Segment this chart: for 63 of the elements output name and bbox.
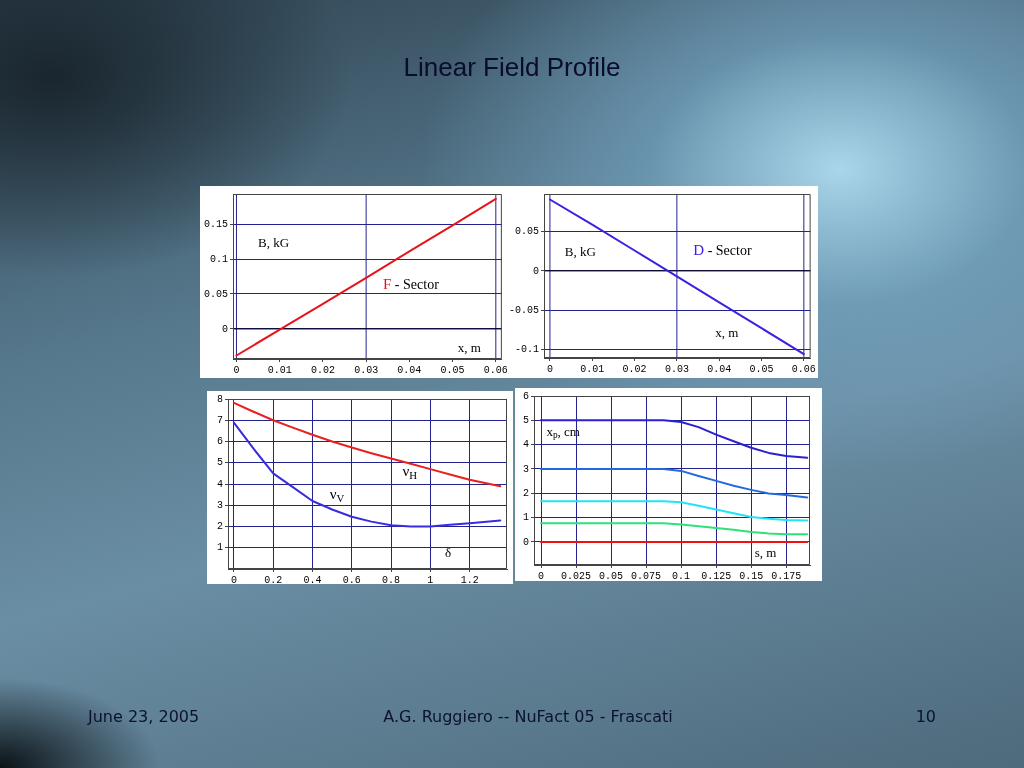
x-tick-label: 0.8 bbox=[382, 574, 401, 586]
x-tick-label: 0.15 bbox=[739, 570, 764, 582]
x-tick-label: 0.075 bbox=[631, 570, 662, 582]
annotation: D - Sector bbox=[693, 241, 752, 258]
x-tick-label: 0.04 bbox=[707, 363, 732, 375]
x-tick-label: 0.02 bbox=[622, 363, 647, 375]
y-axis-title: B, kG bbox=[258, 234, 290, 250]
y-tick-label: 8 bbox=[216, 393, 223, 405]
text: 10 bbox=[915, 707, 936, 726]
x-tick-label: 0.175 bbox=[771, 570, 802, 582]
annotation: F - Sector bbox=[383, 276, 440, 293]
y-tick-label: 0.05 bbox=[203, 288, 228, 300]
x-tick-label: 0.025 bbox=[561, 570, 592, 582]
y-tick-label: 0 bbox=[522, 536, 529, 548]
x-tick-label: 0.6 bbox=[342, 574, 361, 586]
x-tick-label: 0.03 bbox=[664, 363, 689, 375]
x-tick-label: 0.4 bbox=[303, 574, 322, 586]
y-tick-label: -0.05 bbox=[508, 304, 539, 316]
x-tick-label: 0.01 bbox=[580, 363, 605, 375]
x-tick-label: 0.125 bbox=[701, 570, 732, 582]
x-tick-label: 0.06 bbox=[483, 364, 508, 376]
y-tick-label: 4 bbox=[522, 439, 529, 451]
y-tick-label: 3 bbox=[522, 463, 529, 475]
y-tick-label: 5 bbox=[522, 414, 529, 426]
x-tick-label: 0.04 bbox=[397, 364, 422, 376]
x-tick-label: 0.06 bbox=[791, 363, 816, 375]
y-tick-label: 5 bbox=[216, 457, 223, 469]
y-axis-title: B, kG bbox=[564, 244, 596, 260]
x-axis-title: δ bbox=[445, 544, 452, 560]
x-tick-label: 0.1 bbox=[672, 570, 691, 582]
x-axis-title: x, m bbox=[457, 339, 481, 355]
y-tick-label: 6 bbox=[216, 436, 223, 448]
y-tick-label: 0 bbox=[532, 265, 539, 277]
y-tick-label: 2 bbox=[522, 487, 529, 499]
y-tick-label: 6 bbox=[522, 390, 529, 402]
x-tick-label: 1.2 bbox=[460, 574, 479, 586]
x-tick-label: 0.05 bbox=[749, 363, 774, 375]
text: A.G. Ruggiero -- NuFact 05 - Frascati bbox=[383, 707, 673, 726]
x-tick-label: 0.01 bbox=[267, 364, 292, 376]
x-tick-label: 0.05 bbox=[599, 570, 624, 582]
y-tick-label: 3 bbox=[216, 499, 223, 511]
x-tick-label: 0.02 bbox=[310, 364, 335, 376]
y-tick-label: 4 bbox=[216, 478, 223, 490]
x-tick-label: 1 bbox=[427, 574, 434, 586]
y-tick-label: 0.15 bbox=[203, 218, 228, 230]
y-tick-label: 0 bbox=[221, 323, 228, 335]
x-tick-label: 0.05 bbox=[440, 364, 465, 376]
text: June 23, 2005 bbox=[88, 707, 200, 726]
x-tick-label: 0 bbox=[233, 364, 240, 376]
y-tick-label: 0.1 bbox=[209, 253, 228, 265]
y-tick-label: 1 bbox=[522, 512, 529, 524]
x-tick-label: 0 bbox=[230, 574, 237, 586]
y-tick-label: 7 bbox=[216, 414, 223, 426]
y-tick-label: 2 bbox=[216, 521, 223, 533]
y-tick-label: 0.05 bbox=[514, 226, 539, 238]
y-tick-label: -0.1 bbox=[514, 344, 539, 356]
x-tick-label: 0 bbox=[546, 363, 553, 375]
text: Linear Field Profile bbox=[402, 52, 622, 83]
x-axis-title: s, m bbox=[754, 544, 777, 560]
y-tick-label: 1 bbox=[216, 542, 223, 554]
x-tick-label: 0.2 bbox=[264, 574, 283, 586]
x-tick-label: 0.03 bbox=[354, 364, 379, 376]
x-axis-title: x, m bbox=[715, 324, 739, 340]
